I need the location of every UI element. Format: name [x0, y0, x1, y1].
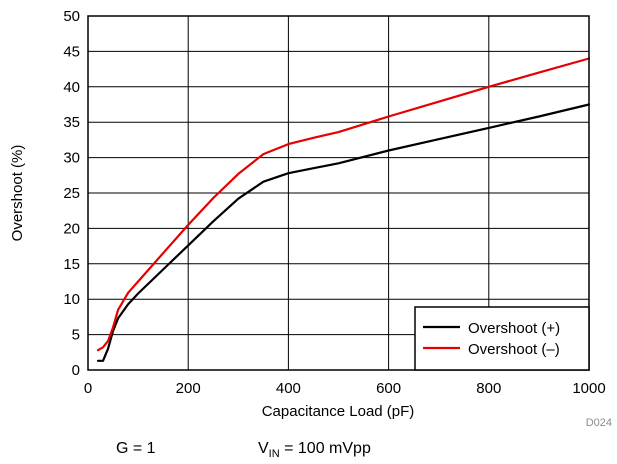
plot-frame — [87, 15, 590, 371]
y-tick-label: 10 — [63, 291, 80, 308]
x-tick-label: 1000 — [572, 380, 605, 397]
y-tick-label: 35 — [63, 114, 80, 131]
series-line-overshoot-neg — [96, 57, 591, 352]
x-tick-label: 200 — [176, 380, 201, 397]
y-tick-label: 45 — [63, 43, 80, 60]
vin-value: = 100 mVpp — [279, 440, 371, 457]
axis-ticks: 0 200 400 600 800 1000 0 5 10 15 20 25 30 35 40 45 50 — [63, 8, 605, 397]
series-layer — [96, 57, 591, 362]
y-tick-label: 15 — [63, 256, 80, 273]
y-tick-label: 5 — [72, 327, 80, 344]
y-tick-label: 25 — [63, 185, 80, 202]
y-tick-label: 30 — [63, 150, 80, 167]
x-tick-label: 800 — [476, 380, 501, 397]
y-tick-label: 40 — [63, 79, 80, 96]
x-tick-label: 400 — [276, 380, 301, 397]
x-tick-label: 0 — [84, 380, 92, 397]
x-axis-title: Capacitance Load (pF) — [262, 403, 415, 420]
gain-condition: G = 1 — [116, 440, 156, 457]
vin-subscript: IN — [268, 448, 280, 461]
series-line-overshoot-pos — [96, 103, 591, 362]
y-axis-title: Overshoot (%) — [9, 145, 26, 242]
source-id: D024 — [586, 417, 612, 429]
y-tick-label: 50 — [63, 8, 80, 25]
legend-box — [414, 306, 590, 371]
x-tick-label: 600 — [376, 380, 401, 397]
legend-label-overshoot-neg: Overshoot (–) — [468, 341, 560, 358]
legend-label-overshoot-pos: Overshoot (+) — [468, 320, 560, 337]
y-tick-label: 0 — [72, 362, 80, 379]
legend: Overshoot (+) Overshoot (–) — [414, 306, 590, 371]
vin-symbol: V — [258, 440, 269, 457]
y-tick-label: 20 — [63, 220, 80, 237]
vin-condition: VIN = 100 mVpp — [258, 440, 371, 460]
